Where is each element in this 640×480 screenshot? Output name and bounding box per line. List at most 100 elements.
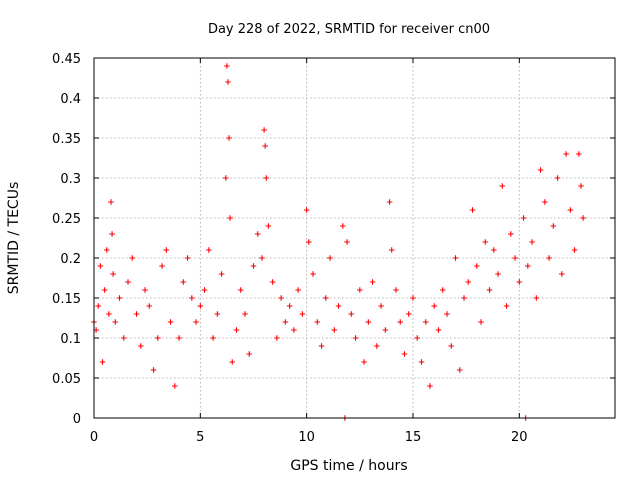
data-point bbox=[435, 327, 442, 333]
data-point bbox=[150, 367, 157, 373]
y-tick-label: 0 bbox=[73, 412, 81, 427]
data-point bbox=[108, 199, 114, 205]
data-point bbox=[335, 303, 342, 309]
data-point bbox=[242, 311, 248, 317]
data-point bbox=[482, 239, 489, 245]
data-point bbox=[576, 151, 582, 157]
data-point bbox=[109, 231, 115, 237]
data-point bbox=[516, 279, 523, 285]
data-point bbox=[197, 303, 204, 309]
y-tick-labels: 0 0.05 0.1 0.15 0.2 0.25 0.3 0.35 0.4 0.45 bbox=[52, 52, 81, 427]
data-point bbox=[578, 183, 584, 189]
x-tick-label: 0 bbox=[90, 430, 98, 445]
data-point bbox=[340, 223, 346, 229]
data-point bbox=[410, 295, 416, 301]
data-point bbox=[223, 175, 229, 181]
data-point bbox=[237, 287, 244, 293]
x-tick-label: 10 bbox=[298, 430, 315, 445]
data-point bbox=[542, 199, 548, 205]
data-point bbox=[176, 335, 182, 341]
x-axis-label: GPS time / hours bbox=[290, 458, 407, 474]
data-point bbox=[414, 335, 421, 341]
data-point bbox=[369, 279, 376, 285]
data-point bbox=[456, 367, 463, 373]
data-point bbox=[154, 335, 161, 341]
data-point bbox=[142, 287, 148, 293]
data-point bbox=[263, 175, 270, 181]
data-point bbox=[210, 335, 216, 341]
data-point bbox=[327, 255, 333, 261]
data-point bbox=[533, 295, 540, 301]
data-point bbox=[116, 295, 123, 301]
data-point bbox=[125, 279, 131, 285]
data-point bbox=[310, 271, 316, 277]
data-point bbox=[365, 319, 372, 325]
data-point bbox=[172, 383, 178, 389]
data-point bbox=[357, 287, 363, 293]
data-point bbox=[226, 135, 232, 141]
data-point bbox=[137, 343, 144, 349]
data-point bbox=[486, 287, 493, 293]
y-tick-label: 0.3 bbox=[60, 172, 81, 187]
data-point bbox=[163, 247, 170, 253]
data-point bbox=[282, 319, 289, 325]
data-point bbox=[550, 223, 557, 229]
data-point bbox=[261, 127, 267, 133]
data-point bbox=[529, 239, 535, 245]
data-point bbox=[250, 263, 257, 269]
data-point bbox=[520, 215, 527, 221]
data-point bbox=[478, 319, 484, 325]
data-point bbox=[146, 303, 153, 309]
data-point bbox=[571, 247, 578, 253]
data-point bbox=[374, 343, 380, 349]
data-point bbox=[214, 311, 221, 317]
data-point bbox=[259, 255, 265, 261]
y-tick-label: 0.45 bbox=[52, 52, 81, 67]
data-point bbox=[427, 383, 433, 389]
data-point bbox=[278, 295, 284, 301]
data-point bbox=[233, 327, 240, 333]
data-point bbox=[291, 327, 297, 333]
data-point bbox=[120, 335, 127, 341]
y-tick-label: 0.2 bbox=[60, 252, 81, 267]
data-point bbox=[431, 303, 438, 309]
data-point bbox=[106, 311, 112, 317]
data-points bbox=[91, 63, 586, 421]
data-point bbox=[97, 263, 104, 269]
data-point bbox=[103, 247, 110, 253]
data-point bbox=[246, 351, 253, 357]
data-point bbox=[563, 151, 569, 157]
data-point bbox=[159, 263, 165, 269]
data-point bbox=[95, 303, 102, 309]
data-point bbox=[465, 279, 472, 285]
data-point bbox=[422, 319, 429, 325]
data-point bbox=[348, 311, 355, 317]
data-point bbox=[193, 319, 199, 325]
data-point bbox=[295, 287, 301, 293]
data-point bbox=[305, 239, 312, 245]
data-point bbox=[269, 279, 276, 285]
data-point bbox=[206, 247, 212, 253]
x-tick-label: 20 bbox=[511, 430, 528, 445]
data-point bbox=[537, 167, 544, 173]
data-point bbox=[227, 215, 233, 221]
data-point bbox=[303, 207, 310, 213]
data-point bbox=[382, 327, 389, 333]
data-point bbox=[352, 335, 359, 341]
data-point bbox=[508, 231, 514, 237]
y-tick-label: 0.25 bbox=[52, 212, 81, 227]
data-point bbox=[218, 271, 225, 277]
data-point bbox=[580, 215, 586, 221]
data-point bbox=[167, 319, 174, 325]
data-point bbox=[469, 207, 476, 213]
data-point bbox=[490, 247, 497, 253]
data-point bbox=[201, 287, 208, 293]
y-tick-label: 0.4 bbox=[60, 92, 81, 107]
y-tick-label: 0.15 bbox=[52, 292, 81, 307]
chart-title: Day 228 of 2022, SRMTID for receiver cn0… bbox=[208, 22, 490, 37]
data-point bbox=[503, 303, 510, 309]
data-point bbox=[401, 351, 408, 357]
data-point bbox=[388, 247, 395, 253]
data-point bbox=[129, 255, 136, 261]
